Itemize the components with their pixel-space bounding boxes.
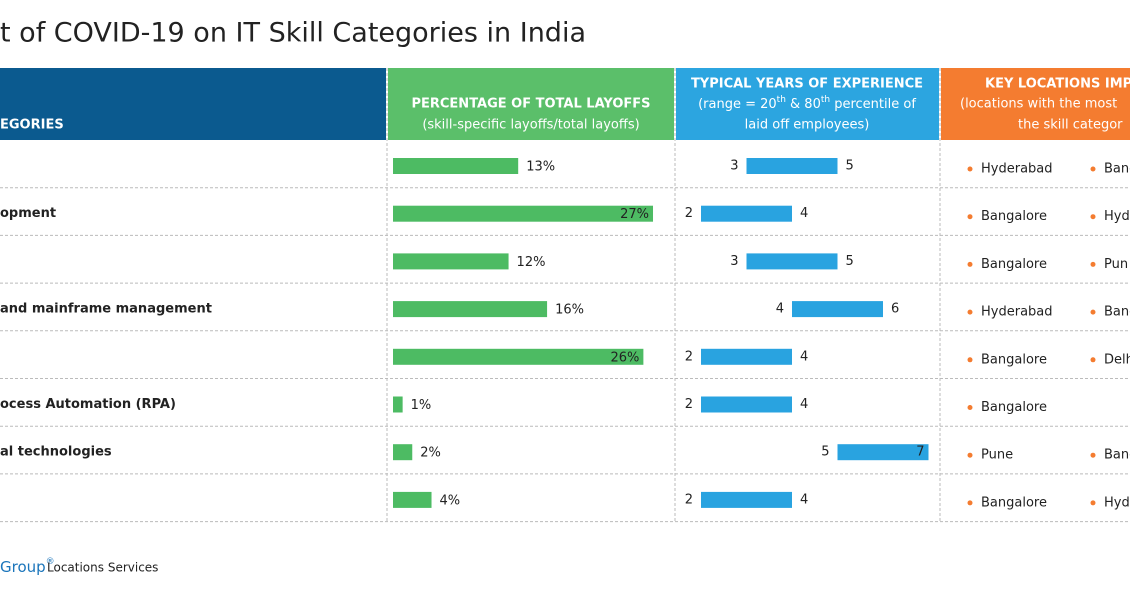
location-bullet — [967, 452, 973, 458]
layoff-bar — [393, 348, 644, 365]
location-bullet — [1090, 309, 1096, 315]
experience-low: 5 — [821, 445, 829, 460]
location: Hyderabad — [981, 162, 1053, 177]
experience-low: 2 — [685, 492, 693, 507]
location: Hyderabad — [981, 305, 1053, 320]
location-bullet — [1090, 500, 1096, 506]
location: Hyd — [1104, 495, 1130, 510]
location-bullet — [967, 166, 973, 172]
footer-brand: Group® — [0, 557, 55, 576]
experience-bar — [792, 301, 883, 318]
layoff-label: 1% — [411, 398, 432, 413]
layoff-bar — [393, 158, 519, 174]
header-cell — [676, 68, 939, 140]
location: Bangalore — [981, 352, 1047, 367]
layoff-label: 2% — [420, 446, 441, 461]
footer-service: Locations Services — [47, 561, 158, 575]
location-bullet — [967, 500, 973, 506]
experience-high: 5 — [846, 159, 854, 174]
location: Bangalore — [981, 400, 1047, 415]
experience-low: 4 — [776, 302, 784, 317]
location-bullet — [1090, 166, 1096, 172]
experience-bar — [701, 348, 792, 365]
experience-bar — [746, 253, 838, 270]
location: Bangalore — [981, 257, 1047, 272]
location-bullet — [1090, 357, 1096, 363]
location-bullet — [1090, 261, 1096, 267]
location-bullet — [1090, 214, 1096, 220]
title: t of COVID-19 on IT Skill Categories in … — [0, 18, 586, 49]
experience-bar — [701, 205, 792, 222]
location: Bangalore — [981, 495, 1047, 510]
experience-bar — [746, 158, 838, 174]
experience-high: 4 — [800, 349, 808, 364]
experience-low: 3 — [730, 254, 738, 269]
location: Hyd — [1104, 209, 1130, 224]
header-text: (range = 20th & 80th percentile of — [698, 95, 916, 112]
header-cell — [0, 68, 386, 140]
location-bullet — [967, 405, 973, 410]
experience-high: 5 — [846, 254, 854, 269]
header-text: KEY LOCATIONS IMPA — [985, 77, 1130, 92]
category: al technologies — [0, 445, 112, 460]
header-text: (skill-specific layoffs/total layoffs) — [422, 118, 639, 133]
layoff-bar — [393, 396, 403, 413]
location: Delh — [1104, 352, 1130, 367]
layoff-label: 13% — [526, 160, 555, 175]
experience-high: 4 — [800, 397, 808, 412]
location: Bang — [1104, 162, 1130, 177]
location-bullet — [967, 357, 973, 363]
header-text: EGORIES — [0, 118, 64, 133]
experience-high: 7 — [916, 445, 924, 460]
header-text: (locations with the most — [960, 97, 1117, 112]
header-cell — [941, 68, 1130, 140]
location: Pun — [1104, 257, 1128, 272]
layoff-bar — [393, 491, 432, 508]
layoff-bar — [393, 444, 413, 461]
layoff-label: 27% — [620, 207, 649, 222]
layoff-bar — [393, 301, 548, 318]
layoff-label: 26% — [610, 350, 639, 365]
layoff-label: 4% — [440, 493, 461, 508]
experience-high: 6 — [891, 302, 899, 317]
layoff-label: 12% — [517, 255, 546, 270]
layoff-label: 16% — [555, 303, 584, 318]
location-bullet — [967, 261, 973, 267]
location-bullet — [1090, 452, 1096, 458]
experience-bar — [701, 396, 792, 413]
layoff-bar — [393, 253, 509, 270]
experience-bar — [701, 491, 792, 508]
header-text: the skill categor — [1018, 118, 1123, 133]
experience-low: 2 — [685, 206, 693, 221]
location-bullet — [967, 214, 973, 220]
experience-high: 4 — [800, 206, 808, 221]
layoff-bar — [393, 205, 654, 222]
experience-high: 4 — [800, 492, 808, 507]
location: Bangalore — [981, 209, 1047, 224]
location: Bang — [1104, 305, 1130, 320]
header-text: laid off employees) — [745, 118, 870, 133]
category: ocess Automation (RPA) — [0, 397, 176, 412]
header-cell — [388, 68, 674, 140]
category: opment — [0, 206, 56, 221]
experience-bar — [837, 444, 929, 461]
location: Pune — [981, 448, 1013, 463]
category: and mainframe management — [0, 302, 212, 317]
location-bullet — [967, 309, 973, 315]
experience-low: 2 — [685, 397, 693, 412]
experience-low: 2 — [685, 349, 693, 364]
header-text: TYPICAL YEARS OF EXPERIENCE — [691, 77, 923, 92]
location: Bang — [1104, 448, 1130, 463]
experience-low: 3 — [730, 159, 738, 174]
header-text: PERCENTAGE OF TOTAL LAYOFFS — [411, 97, 650, 112]
